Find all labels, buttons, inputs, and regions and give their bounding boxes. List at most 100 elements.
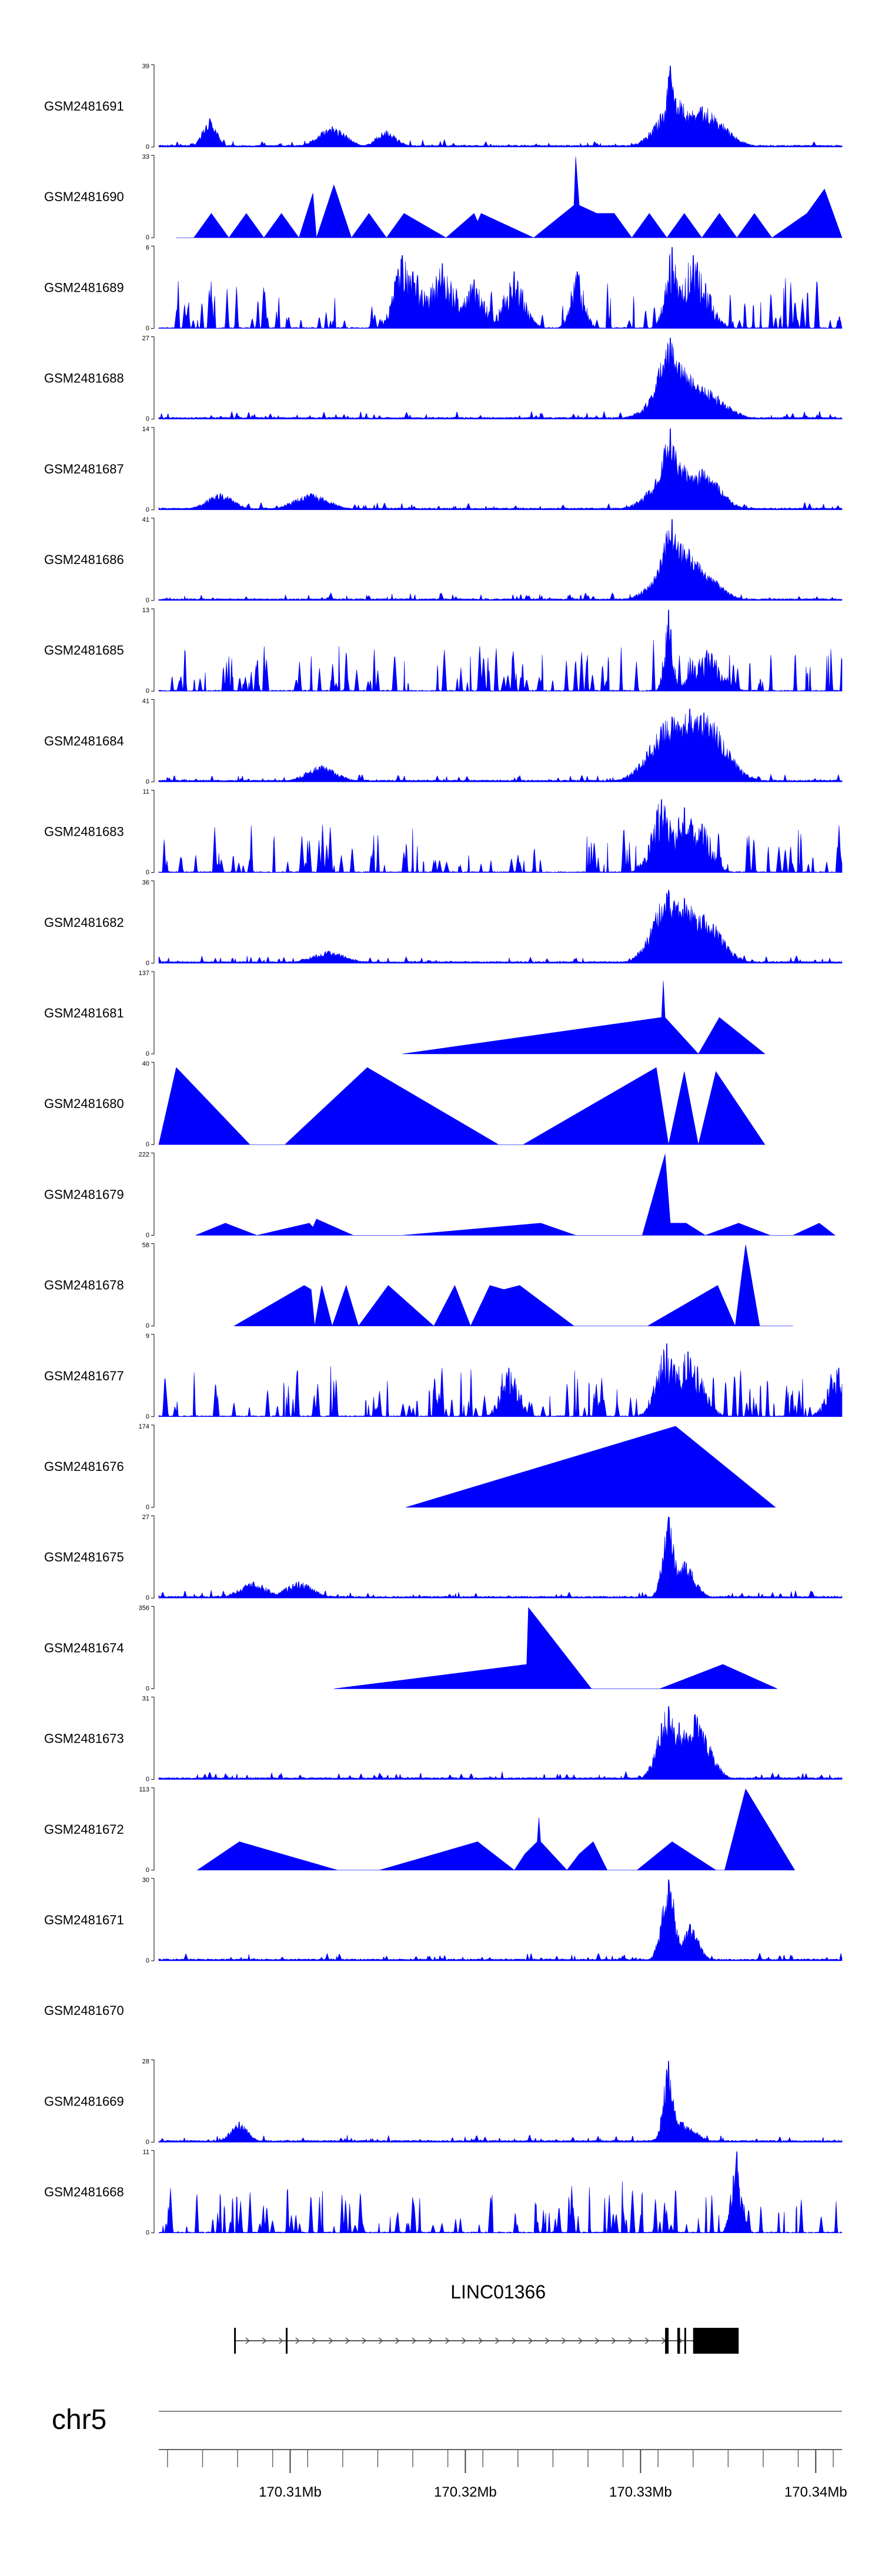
signal-area — [158, 65, 843, 148]
strand-arrow — [528, 2337, 533, 2344]
signal-area — [158, 708, 843, 782]
gene-exon — [677, 2328, 680, 2354]
tracks-layer: GSM2481691390GSM2481690330GSM248168960GS… — [44, 63, 843, 2237]
track-GSM2481668: GSM2481668 11 0 — [44, 2149, 843, 2237]
track-label: GSM2481673 — [44, 1731, 124, 1746]
strand-arrow — [345, 2337, 350, 2344]
track-GSM2481673: GSM2481673 31 0 — [44, 1696, 843, 1783]
signal-area — [158, 799, 843, 873]
axis-tick-label: 170.34Mb — [784, 2484, 847, 2500]
y-min-label: 0 — [146, 1323, 149, 1330]
y-max-label: 40 — [142, 1060, 149, 1067]
y-min-label: 0 — [146, 2230, 149, 2237]
track-GSM2481689: GSM2481689 6 0 — [44, 244, 843, 332]
y-max-label: 33 — [142, 154, 149, 161]
y-min-label: 0 — [146, 1594, 149, 1601]
y-max-label: 27 — [142, 1514, 149, 1521]
strand-arrow — [628, 2337, 633, 2344]
track-label: GSM2481691 — [44, 99, 124, 114]
y-max-label: 11 — [143, 2149, 149, 2156]
strand-arrow — [295, 2337, 300, 2344]
strand-arrow — [512, 2337, 517, 2344]
y-min-label: 0 — [146, 1232, 149, 1239]
y-min-label: 0 — [146, 1141, 149, 1148]
track-label: GSM2481681 — [44, 1006, 124, 1020]
track-label: GSM2481684 — [44, 733, 124, 748]
signal-area — [195, 1154, 836, 1236]
signal-area — [402, 980, 766, 1055]
axis-tick-label: 170.33Mb — [609, 2484, 672, 2500]
signal-area — [158, 2061, 843, 2143]
strand-arrow — [644, 2337, 650, 2344]
track-label: GSM2481689 — [44, 280, 124, 295]
signal-area — [158, 609, 843, 692]
track-GSM2481690: GSM2481690 33 0 — [44, 154, 843, 241]
y-min-label: 0 — [146, 1957, 149, 1964]
track-GSM2481691: GSM2481691 39 0 — [44, 63, 843, 151]
y-max-label: 58 — [142, 1242, 149, 1249]
track-GSM2481681: GSM2481681 137 0 — [44, 970, 766, 1057]
y-min-label: 0 — [146, 869, 149, 876]
strand-arrow — [445, 2337, 450, 2344]
gene-exon — [665, 2328, 669, 2354]
y-max-label: 174 — [139, 1423, 149, 1430]
track-label: GSM2481678 — [44, 1278, 124, 1293]
track-GSM2481688: GSM2481688 27 0 — [44, 335, 843, 423]
signal-area — [158, 1343, 843, 1417]
y-max-label: 11 — [143, 789, 149, 796]
y-min-label: 0 — [146, 778, 149, 785]
track-GSM2481687: GSM2481687 14 0 — [44, 426, 843, 513]
strand-arrow — [262, 2337, 267, 2344]
y-min-label: 0 — [146, 1050, 149, 1057]
axis-tick-label: 170.32Mb — [434, 2484, 497, 2500]
strand-arrow — [478, 2337, 483, 2344]
track-GSM2481675: GSM2481675 27 0 — [44, 1514, 843, 1601]
y-min-label: 0 — [146, 688, 149, 695]
y-min-label: 0 — [146, 1504, 149, 1511]
strand-arrow — [362, 2337, 367, 2344]
gene-annotation-track: LINC01366 — [234, 2281, 739, 2354]
y-min-label: 0 — [146, 144, 149, 151]
gene-exon-block — [693, 2328, 739, 2354]
track-label: GSM2481682 — [44, 915, 124, 930]
y-min-label: 0 — [146, 1867, 149, 1874]
y-min-label: 0 — [146, 506, 149, 513]
y-max-label: 31 — [142, 1696, 149, 1703]
signal-area — [158, 1706, 843, 1780]
track-GSM2481674: GSM2481674 356 0 — [44, 1604, 777, 1692]
track-label: GSM2481677 — [44, 1369, 124, 1383]
gene-exon — [234, 2328, 236, 2354]
track-GSM2481678: GSM2481678 58 0 — [44, 1242, 793, 1330]
gene-name-label: LINC01366 — [450, 2281, 546, 2303]
signal-area — [158, 1879, 843, 1961]
track-label: GSM2481671 — [44, 1913, 124, 1927]
chromosome-label: chr5 — [52, 2404, 106, 2435]
strand-arrow — [245, 2337, 250, 2344]
strand-arrow — [612, 2337, 616, 2344]
signal-area — [158, 519, 843, 601]
y-max-label: 39 — [142, 63, 149, 70]
track-label: GSM2481669 — [44, 2094, 124, 2108]
track-GSM2481676: GSM2481676 174 0 — [44, 1423, 776, 1511]
y-min-label: 0 — [146, 1413, 149, 1420]
gene-exon — [684, 2328, 686, 2354]
y-max-label: 13 — [142, 607, 149, 614]
signal-area — [196, 1788, 796, 1871]
y-max-label: 41 — [142, 698, 149, 705]
y-min-label: 0 — [146, 1685, 149, 1692]
strand-arrow — [495, 2337, 500, 2344]
y-max-label: 137 — [139, 970, 149, 977]
track-GSM2481671: GSM2481671 30 0 — [44, 1877, 843, 1964]
track-GSM2481670: GSM2481670 — [44, 2003, 124, 2018]
track-label: GSM2481668 — [44, 2185, 124, 2200]
signal-area — [406, 1426, 776, 1508]
strand-arrow — [594, 2337, 600, 2344]
track-GSM2481683: GSM2481683 11 0 — [44, 789, 843, 876]
track-label: GSM2481680 — [44, 1096, 124, 1111]
gene-exon — [286, 2328, 288, 2354]
track-label: GSM2481685 — [44, 643, 124, 658]
strand-arrow — [312, 2337, 317, 2344]
y-min-label: 0 — [146, 1776, 149, 1783]
signal-area — [158, 428, 843, 510]
